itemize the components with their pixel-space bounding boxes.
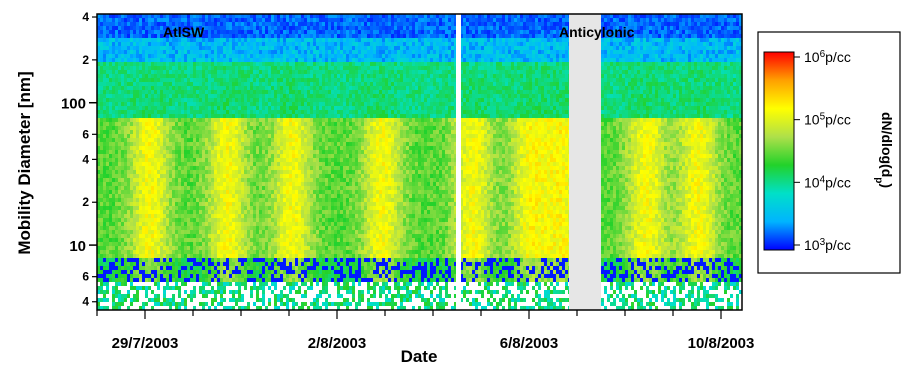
x-tick-label: 29/7/2003: [112, 335, 179, 352]
x-axis-title: Date: [401, 347, 438, 366]
colorbar-tick-label: 105p/cc: [804, 111, 851, 128]
x-tick-label: 2/8/2003: [308, 335, 366, 352]
colorbar-tick-label: 106p/cc: [804, 49, 851, 66]
y-minor-tick-label: 6: [82, 127, 89, 141]
data-gaps: [456, 14, 601, 310]
plot-frame: [96, 13, 743, 311]
x-axis-ticks: 29/7/2003 2/8/2003 6/8/2003 10/8/2003: [96, 310, 755, 352]
y-axis-title: Mobility Diameter [nm]: [15, 71, 34, 254]
y-minor-tick-label: 4: [82, 152, 89, 166]
y-minor-tick-label: 6: [82, 270, 89, 284]
y-minor-tick-label: 2: [82, 53, 89, 67]
y-major-tick-label: 100: [61, 96, 86, 113]
heatmap-surface: [97, 14, 743, 311]
colorbar-title: dN/dlog(dp): [874, 112, 896, 188]
data-gap-grey: [569, 14, 601, 310]
x-tick-label: 6/8/2003: [500, 335, 558, 352]
data-gap-white: [456, 14, 461, 310]
y-minor-tick-label: 4: [82, 10, 89, 24]
period-label-atlsw: AtlSW: [163, 24, 205, 40]
x-tick-label: 10/8/2003: [688, 335, 755, 352]
colorbar-tick-label: 103p/cc: [804, 237, 851, 254]
colorbar-ticks: 106p/cc 105p/cc 104p/cc 103p/cc: [794, 49, 851, 254]
period-label-anticyclonic: Anticylonic: [559, 24, 635, 40]
y-major-tick-label: 10: [69, 238, 86, 255]
colorbar-tick-label: 104p/cc: [804, 174, 851, 191]
y-minor-tick-label: 4: [82, 295, 89, 309]
y-minor-tick-label: 2: [82, 195, 89, 209]
y-axis-ticks: 4 6 2 4 6 2 4 10 100: [61, 10, 97, 309]
colorbar-gradient: [763, 51, 795, 251]
